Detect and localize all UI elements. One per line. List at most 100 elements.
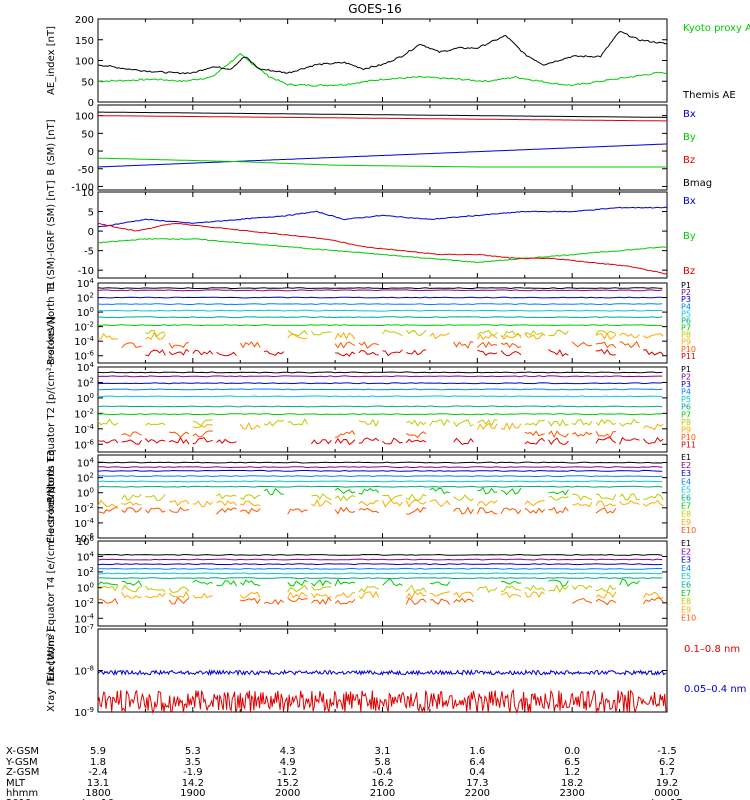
channel-label: E2 — [681, 547, 691, 556]
channel-segment-p11 — [477, 349, 498, 356]
channel-label: E6 — [681, 581, 691, 590]
channel-segment-e10 — [429, 598, 451, 605]
legend-label: Kyoto proxy AE — [683, 23, 750, 34]
channel-segment-e9 — [572, 502, 593, 508]
channel-segment-p10 — [571, 431, 593, 437]
channel-segment-e10 — [548, 506, 569, 515]
channel-segment-e9 — [429, 591, 450, 597]
channel-label: P4 — [681, 302, 691, 311]
channel-segment-e8 — [311, 585, 332, 591]
legend-label: Bmag — [683, 178, 712, 189]
ephemeris-value: 15.2 — [277, 778, 299, 789]
panel-3: -10 -5 0 5 10 B (SM)-IGRF (SM) [nT] Bx By Bz — [46, 180, 696, 289]
panel-frame — [97, 540, 668, 627]
y-tick-label: 100 — [77, 392, 94, 405]
channel-segment-e9 — [145, 592, 166, 599]
y-tick-label: 102 — [77, 472, 94, 485]
ephemeris-value: 19.2 — [656, 778, 678, 789]
channel-segment-e8 — [145, 494, 166, 502]
y-tick-label: 200 — [75, 15, 94, 26]
channel-segment-e9 — [334, 591, 356, 599]
channel-segment-p8 — [524, 330, 546, 336]
channel-segment-p8 — [97, 418, 119, 426]
channel-line-e6 — [98, 577, 663, 580]
channel-label: E6 — [681, 494, 691, 503]
channel-segment-p10 — [619, 340, 640, 349]
channel-segment-e10 — [168, 596, 190, 605]
channel-segment-p11 — [643, 349, 664, 356]
channel-segment-e10 — [405, 597, 427, 606]
channel-line-p1 — [97, 371, 663, 374]
channel-segment-p11 — [619, 437, 640, 445]
panel-frame — [97, 366, 668, 453]
channel-segment-e10 — [121, 507, 142, 514]
channel-line-e6 — [97, 485, 663, 488]
channel-segment-e8 — [240, 494, 261, 500]
channel-segment-e10 — [240, 507, 261, 515]
channel-segment-p11 — [216, 438, 237, 444]
channel-label: P10 — [681, 433, 696, 442]
ephemeris-value: -0.4 — [373, 767, 393, 778]
channel-label: E1 — [681, 453, 691, 462]
channel-segment-p11 — [382, 437, 403, 445]
y-axis-label: Electrons North T3 — [46, 450, 57, 543]
channel-segment-e10 — [406, 506, 427, 515]
series-line-bz — [98, 115, 667, 122]
ephemeris-value: 5.9 — [90, 746, 106, 757]
channel-segment-p8 — [405, 419, 427, 427]
channel-line-e1 — [98, 461, 663, 464]
panel-1: 0 50 100 150 200 AE_index [nT] Kyoto proxy AE T… — [46, 15, 750, 109]
channel-segment-e10 — [334, 598, 356, 605]
channel-segment-e7 — [334, 487, 356, 495]
ephemeris-row-label: X-GSM — [6, 746, 39, 757]
channel-line-e2 — [97, 558, 663, 561]
channel-segment-p11 — [595, 437, 617, 444]
y-tick-label: 0 — [88, 227, 94, 238]
y-tick-label: -5 — [84, 247, 94, 258]
channel-segment-p11 — [168, 348, 190, 356]
channel-segment-e9 — [453, 591, 474, 599]
channel-segment-e8 — [548, 495, 569, 501]
channel-segment-e8 — [643, 493, 664, 500]
y-tick-label: 0 — [88, 98, 94, 109]
channel-line-e3 — [97, 469, 663, 472]
channel-line-e4 — [98, 475, 663, 478]
channel-label: P9 — [681, 425, 691, 434]
channel-segment-p11 — [500, 350, 522, 357]
channel-segment-e7 — [97, 581, 118, 586]
channel-segment-e10 — [453, 597, 474, 603]
channel-segment-p8 — [287, 418, 309, 426]
y-tick-label: 106 — [77, 535, 95, 548]
channel-segment-p11 — [453, 437, 474, 445]
channel-line-p1 — [97, 287, 663, 290]
y-tick-label: 5 — [88, 208, 94, 219]
channel-line-p4 — [97, 388, 663, 391]
channel-segment-e8 — [619, 493, 640, 501]
channel-segment-p8 — [405, 329, 427, 336]
y-tick-label: 10-2 — [74, 321, 94, 334]
channel-segment-e10 — [216, 507, 237, 515]
ephemeris-value: 4.3 — [280, 746, 296, 757]
channel-line-p7 — [97, 413, 663, 416]
y-axis-label: Electrons Equator T4 [e/(cm²-s-sr-keV)] — [46, 486, 57, 681]
channel-segment-p11 — [642, 436, 664, 445]
legend-label: Bz — [683, 266, 695, 277]
channel-line-p6 — [97, 316, 663, 319]
channel-segment-e7 — [311, 579, 332, 587]
channel-segment-p10 — [476, 341, 498, 349]
channel-label: P7 — [681, 410, 691, 419]
channel-segment-p10 — [548, 430, 569, 439]
y-tick-label: 10-4 — [74, 335, 94, 348]
channel-segment-e10 — [453, 506, 474, 515]
channel-segment-p10 — [405, 431, 427, 439]
channel-segment-e7 — [619, 578, 640, 587]
channel-segment-p10 — [121, 342, 142, 349]
channel-segment-p11 — [335, 351, 356, 357]
y-axis-label: Xray flux [W/m²] — [46, 629, 57, 712]
channel-segment-p9 — [595, 332, 617, 340]
channel-label: E5 — [681, 485, 691, 494]
channel-segment-p8 — [311, 330, 332, 336]
channel-line-p3 — [97, 296, 663, 299]
